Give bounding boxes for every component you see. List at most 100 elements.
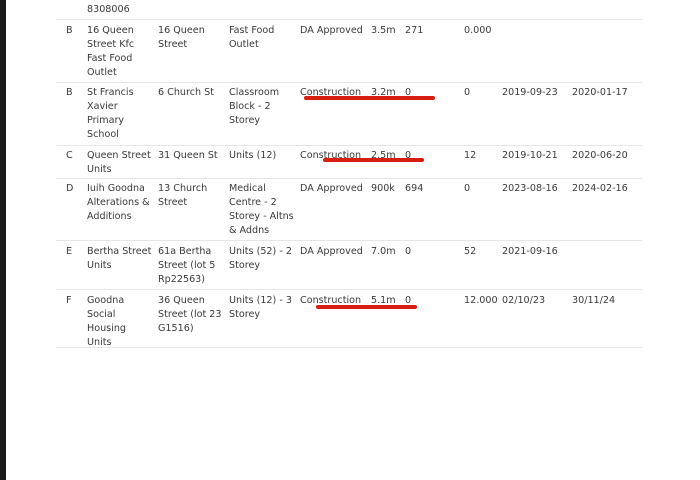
status-cell: DA Approved [300,183,363,194]
zone-cell: C [66,150,73,161]
project-name-cell-line: Queen Street [87,150,151,161]
dwellings-cell: 52 [464,246,477,257]
project-type-cell-line: Centre - 2 [229,197,277,208]
project-name-cell: 16 Queen Street Kfc Fast Food Outlet [87,24,134,80]
dwellings-cell: 12.000 [464,295,498,306]
project-name-cell-line: Iuih Goodna [87,183,145,194]
project-name-cell-line: 16 Queen [87,25,134,36]
project-type-cell-line: Block - 2 [229,101,271,112]
value-cell: 3.5m [371,25,396,36]
project-name-cell: Bertha Street Units [87,245,151,273]
dwellings-cell: 0.000 [464,25,492,36]
project-name-cell-line: Xavier [87,101,118,112]
status-cell: DA Approved [300,25,363,36]
address-cell: 36 Queen Street (lot 23 G1516) [158,294,222,336]
status-cell: DA Approved [300,246,363,257]
address-cell-line: 16 Queen [158,25,205,36]
project-name-cell-line: Fast Food [87,53,133,64]
value-cell: 2.5m [371,150,396,161]
number-cell: 0 [405,150,412,161]
address-cell-line: Street [158,39,188,50]
zone-cell: E [66,246,73,257]
project-type-cell-line: Fast Food [229,25,275,36]
project-name-cell-line: Units [87,337,112,348]
project-name-cell: St Francis Xavier Primary School [87,86,134,142]
number-cell: 0 [405,246,412,257]
value-cell: 5.1m [371,295,396,306]
project-type-cell-line: Medical [229,183,266,194]
zone-cell: D [66,183,74,194]
project-type-cell-line: Units (52) - 2 [229,246,292,257]
red-highlight-underline [323,158,424,162]
address-cell: 61a Bertha Street (lot 5 Rp22563) [158,245,215,287]
dwellings-cell: 12 [464,150,477,161]
address-cell-line: Rp22563) [158,274,206,285]
address-cell: 13 Church Street [158,182,207,210]
project-name-cell-line: Units [87,260,112,271]
end-date-cell: 2024-02-16 [572,183,628,194]
status-cell: Construction [300,87,362,98]
red-highlight-underline [304,96,435,100]
zone-cell: F [66,295,72,306]
number-cell: 0 [405,87,412,98]
project-name-cell: Queen Street Units [87,149,151,177]
project-name-cell-line: Goodna [87,295,125,306]
project-name-cell-line: Housing [87,323,126,334]
dwellings-cell: 0 [464,183,471,194]
end-date-cell: 2020-01-17 [572,87,628,98]
row-divider [56,82,642,83]
address-cell-line: 13 Church [158,183,208,194]
project-type-cell-line: Storey [229,309,261,320]
status-cell: Construction [300,295,362,306]
project-type-cell: Classroom Block - 2 Storey [229,86,279,128]
project-name-cell-line: St Francis [87,87,134,98]
project-type-cell: Units (52) - 2 Storey [229,245,292,273]
value-cell: 7.0m [371,246,396,257]
project-name-cell: Goodna Social Housing Units [87,294,126,350]
address-cell-line: G1516) [158,323,194,334]
project-type-cell-line: & Addns [229,225,270,236]
number-cell: 0 [405,295,412,306]
project-type-cell: Fast Food Outlet [229,24,274,52]
start-date-cell: 2023-08-16 [502,183,558,194]
row-divider [56,240,642,241]
address-cell-line: 31 Queen St [158,150,218,161]
zone-cell: B [66,25,73,36]
zone-cell: B [66,87,73,98]
row-divider [56,145,642,146]
status-cell: Construction [300,150,362,161]
project-name-cell-line: Social [87,309,116,320]
project-name-cell-line: Alterations & [87,197,150,208]
address-cell: 6 Church St [158,86,214,100]
project-type-cell: Units (12) [229,149,276,163]
project-name-cell-line: Street Kfc [87,39,135,50]
project-name-cell-line: School [87,129,119,140]
project-name-cell-line: Outlet [87,67,117,78]
project-type-cell-line: Units (12) [229,150,277,161]
start-date-cell: 2019-10-21 [502,150,558,161]
project-type-cell-line: Classroom [229,87,280,98]
address-cell-line: Street (lot 5 [158,260,216,271]
number-cell: 694 [405,183,424,194]
address-cell-line: Street [158,197,188,208]
dwellings-cell: 0 [464,87,471,98]
number-cell: 271 [405,25,424,36]
start-date-cell: 2019-09-23 [502,87,558,98]
project-type-cell-line: Storey [229,115,261,126]
address-cell-line: 36 Queen [158,295,205,306]
start-date-cell: 02/10/23 [502,295,546,306]
address-cell-line: 6 Church St [158,87,215,98]
project-name-cell: Iuih Goodna Alterations & Additions [87,182,150,224]
end-date-cell: 30/11/24 [572,295,616,306]
address-cell: 16 Queen Street [158,24,205,52]
start-date-cell: 2021-09-16 [502,246,558,257]
project-name-cell-line: Units [87,164,112,175]
row-divider [56,289,642,290]
project-type-cell-line: Outlet [229,39,259,50]
project-type-cell-line: Units (12) - 3 [229,295,292,306]
row-divider [56,178,642,179]
project-type-cell-line: Storey - Altns [229,211,294,222]
top-row-id-fragment: 8308006 [87,4,130,15]
red-highlight-underline [316,305,417,309]
value-cell: 3.2m [371,87,396,98]
